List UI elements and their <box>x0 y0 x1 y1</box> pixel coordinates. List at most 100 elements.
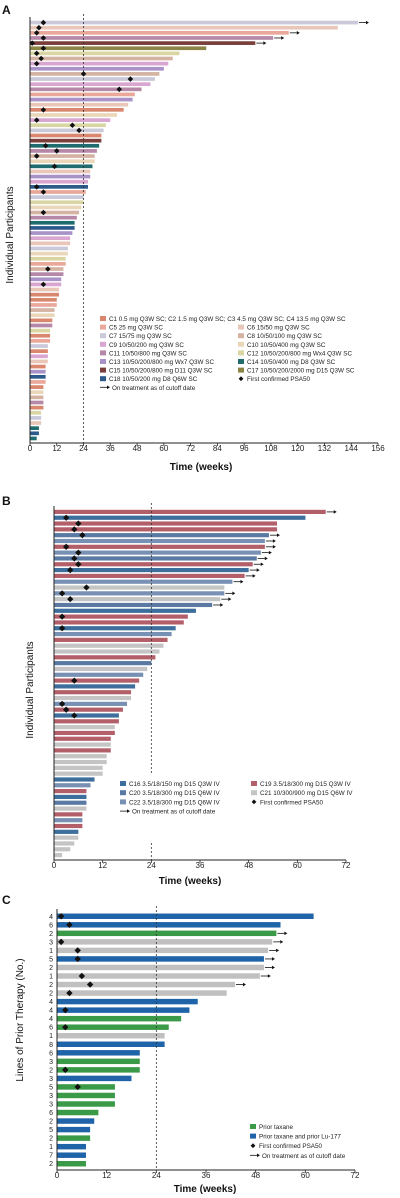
panel-1-ongoing-arrow-4-head <box>276 533 280 537</box>
panel-2-psa50-marker-8 <box>86 981 94 988</box>
panel-0-psa50-marker-7 <box>38 55 44 62</box>
panel-2-row-label-16: 6 <box>49 1050 53 1057</box>
panel-2-ongoing-arrow-8-head <box>242 982 246 987</box>
panel-1-ongoing-arrow-5-head <box>272 539 276 543</box>
panel-2-legend-ongoing-arrow-head <box>257 1153 260 1158</box>
panel-2-row-label-24: 2 <box>49 1119 53 1126</box>
panel-0-bar-58 <box>30 318 53 323</box>
panel-2-row-label-29: 2 <box>49 1161 53 1168</box>
panel-1-psa50-marker-15 <box>67 596 74 603</box>
panel-1-bar-45 <box>54 771 103 776</box>
panel-1-psa50-marker-1 <box>63 514 70 521</box>
panel-0-bar-40 <box>30 226 75 230</box>
panel-1-bar-57 <box>54 841 75 846</box>
panel-2-psa50-marker-0 <box>57 913 65 920</box>
panel-2-legend-psa50-diamond <box>250 1143 256 1149</box>
panel-1-ongoing-arrow-8-head <box>264 556 268 561</box>
panel-1-bar-58 <box>54 847 71 852</box>
panel-0-ongoing-arrow-3-head <box>281 36 285 40</box>
panel-0-bar-77 <box>30 416 42 420</box>
panel-1-bar-53 <box>54 818 83 823</box>
panel-2-row-label-10: 4 <box>49 999 53 1006</box>
panel-2-psa50-marker-5 <box>74 955 81 963</box>
panel-0-bar-57 <box>30 313 55 318</box>
panel-0-ongoing-arrow-2 <box>289 31 300 35</box>
panel-1-bar-13 <box>54 585 225 590</box>
panel-0-legend-swatch-0 <box>100 316 106 321</box>
panel-0-x-tick-label-12: 144 <box>345 444 359 453</box>
panel-1-bar-47 <box>54 783 91 788</box>
panel-1-legend-swatch-3 <box>251 790 257 796</box>
panel-0-bar-12 <box>30 82 151 87</box>
panel-0-bar-9 <box>30 66 164 71</box>
panel-1-bar-32 <box>54 695 132 701</box>
panel-b-x-axis-title: Time (weeks) <box>159 876 222 887</box>
panel-2-bar-19 <box>57 1075 132 1082</box>
panel-2-bar-17 <box>57 1058 140 1065</box>
panel-a-legend: C1 0.5 mg Q3W SC; C2 1.5 mg Q3W SC; C3 4… <box>94 312 376 437</box>
panel-1-bar-3 <box>54 527 278 532</box>
panel-0-legend-swatch-8 <box>238 350 244 356</box>
panel-0-legend-swatch-12 <box>238 367 244 373</box>
panel-2-bar-4 <box>57 947 269 954</box>
panel-2-row-label-7: 1 <box>49 974 53 981</box>
panel-0-bar-55 <box>30 303 57 307</box>
panel-1-psa50-marker-9 <box>75 561 82 568</box>
panel-0-bar-74 <box>30 400 44 405</box>
panel-c-x-axis-title: Time (weeks) <box>174 1184 237 1195</box>
panel-0-legend-label-12: C17 10/50/200/2000 mg D15 Q3W SC <box>247 368 355 375</box>
panel-2-psa50-marker-18 <box>62 1066 69 1074</box>
panel-2-row-label-19: 3 <box>49 1076 53 1083</box>
panel-0-bar-21 <box>30 128 104 133</box>
panel-0-legend-swatch-3 <box>100 333 106 339</box>
panel-0-psa50-marker-51 <box>40 281 47 288</box>
panel-0-bar-63 <box>30 344 48 348</box>
panel-2-row-label-12: 4 <box>49 1016 53 1023</box>
panel-1-bar-30 <box>54 684 136 689</box>
panel-0-legend-ongoing-label: On treatment as of cutoff date <box>112 385 196 392</box>
panel-0-bar-32 <box>30 185 88 189</box>
panel-0-legend-label-6: C10 10/50/400 mg Q3W SC <box>247 342 326 349</box>
panel-0-psa50-marker-26 <box>33 153 40 159</box>
panel-1-bar-49 <box>54 794 87 800</box>
panel-2-legend-ongoing-label: On treatment as of cutoff date <box>262 1153 346 1160</box>
panel-1-psa50-marker-14 <box>58 590 66 597</box>
panel-0-bar-53 <box>30 292 59 297</box>
panel-0-bar-15 <box>30 97 133 102</box>
panel-0-bar-49 <box>30 272 64 276</box>
panel-2-bar-10 <box>57 998 198 1005</box>
panel-0-legend-swatch-4 <box>238 333 244 339</box>
panel-1-x-tick-label-5: 60 <box>293 861 302 870</box>
panel-0-bar-81 <box>30 436 37 441</box>
panel-2-psa50-marker-4 <box>74 947 81 954</box>
panel-0-bar-33 <box>30 190 86 194</box>
panel-1-legend-swatch-0 <box>120 781 126 786</box>
panel-0-legend-label-5: C9 10/50/200 mg Q3W SC <box>109 342 184 349</box>
panel-1-ongoing-arrow-16 <box>213 603 224 607</box>
panel-1-bar-7 <box>54 550 261 555</box>
panel-2-x-tick-label-3: 36 <box>202 1171 211 1180</box>
panel-0-legend-swatch-7 <box>100 350 106 356</box>
panel-0-psa50-marker-13 <box>116 86 123 93</box>
panel-1-ongoing-arrow-0 <box>326 510 337 514</box>
panel-0-bar-16 <box>30 102 129 107</box>
panel-1-x-tick-label-6: 72 <box>342 861 351 870</box>
panel-0-psa50-marker-37 <box>40 209 47 216</box>
panel-1-psa50-marker-4 <box>79 532 86 539</box>
panel-0-bar-24 <box>30 143 100 148</box>
panel-2-row-label-4: 1 <box>49 948 53 955</box>
panel-1-bar-48 <box>54 789 87 794</box>
panel-0-bar-23 <box>30 138 102 143</box>
panel-b-y-axis-title: Individual Participants <box>25 641 36 738</box>
panel-2-psa50-marker-1 <box>66 921 73 928</box>
panel-1-bar-16 <box>54 602 213 608</box>
panel-2-ongoing-arrow-6 <box>264 965 275 970</box>
panel-0-psa50-marker-4 <box>29 40 36 46</box>
panel-b: B Individual Participants Time (weeks) 0… <box>2 494 378 887</box>
panel-0-bar-60 <box>30 328 51 333</box>
panel-c: C Lines of Prior Therapy (No.) Time (wee… <box>2 893 384 1195</box>
panel-1-bar-42 <box>54 754 107 759</box>
panel-2-bar-7 <box>57 973 260 979</box>
panel-1-ongoing-arrow-10-head <box>256 568 260 572</box>
